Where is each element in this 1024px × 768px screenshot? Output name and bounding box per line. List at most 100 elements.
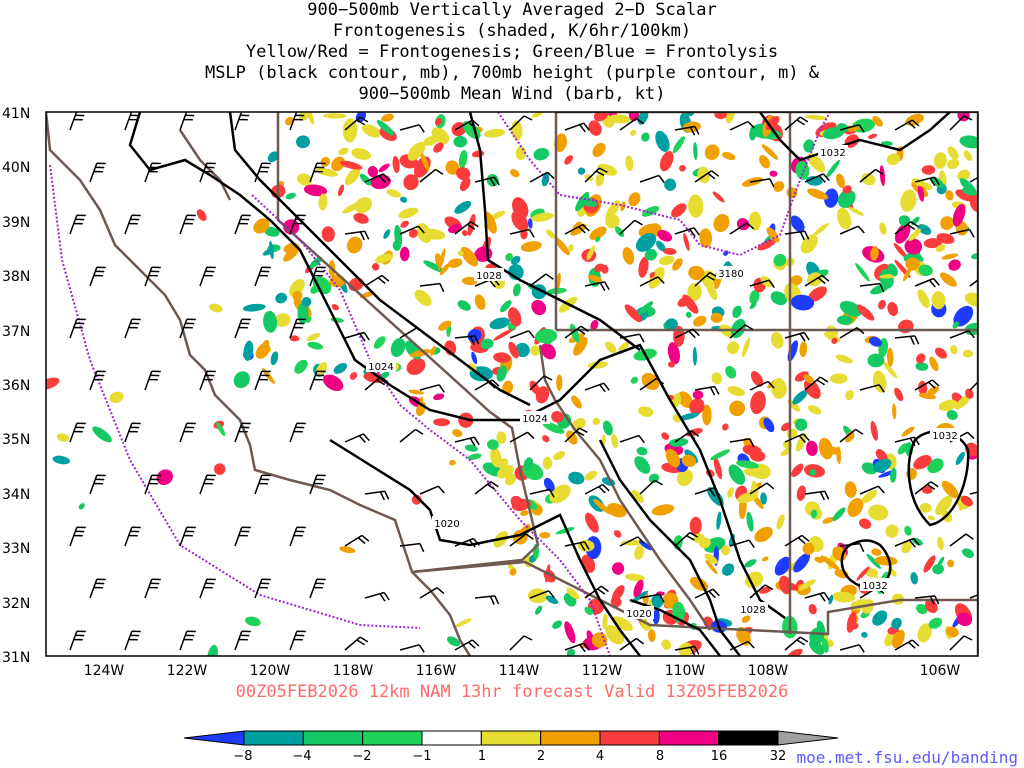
wind-barb: [124, 214, 141, 235]
wind-barb: [474, 379, 500, 391]
wind-barb: [509, 330, 535, 339]
fronto-blob: [508, 341, 519, 359]
fronto-blob: [925, 599, 938, 614]
wind-barb: [454, 335, 480, 345]
fronto-blob: [602, 420, 613, 436]
fronto-blob: [683, 232, 690, 251]
fronto-blob: [818, 437, 834, 460]
fronto-blob: [409, 349, 431, 358]
fronto-blob: [950, 345, 958, 355]
wind-barb: [344, 116, 369, 131]
fronto-blob: [714, 112, 727, 120]
fronto-blob: [569, 323, 580, 343]
fronto-blob: [484, 211, 497, 234]
fronto-blob: [923, 238, 942, 249]
fronto-blob: [571, 395, 582, 409]
fronto-blob: [638, 223, 662, 238]
fronto-blob: [511, 498, 532, 511]
fronto-blob: [821, 638, 829, 653]
fronto-blob: [933, 152, 947, 169]
wind-barb: [309, 266, 326, 287]
fronto-blob: [661, 639, 672, 650]
fronto-blob: [651, 504, 675, 516]
fronto-blob: [965, 388, 974, 399]
fronto-blob: [908, 228, 921, 241]
wind-barb: [69, 422, 86, 443]
fronto-blob: [892, 403, 897, 420]
fronto-blob: [808, 286, 827, 302]
lon-label: 114W: [499, 663, 540, 679]
colorbar-cell: [480, 730, 542, 746]
wind-barb: [729, 539, 755, 549]
fronto-blob: [886, 347, 894, 367]
fronto-blob: [828, 594, 834, 605]
fronto-blob: [630, 376, 639, 384]
wind-barb: [234, 214, 251, 235]
fronto-blob: [736, 460, 759, 469]
fronto-blob: [531, 112, 544, 118]
fronto-blob: [638, 540, 653, 551]
wind-barb: [289, 422, 306, 443]
fronto-blob: [870, 246, 879, 261]
fronto-blob: [652, 609, 660, 625]
fronto-blob: [92, 426, 112, 443]
fronto-blob: [953, 305, 974, 327]
lat-label: 32N: [2, 596, 30, 612]
mslp-label: 1032: [820, 148, 845, 159]
lon-label: 118W: [333, 663, 374, 679]
fronto-blob: [420, 153, 430, 171]
fronto-blob: [913, 454, 932, 470]
fronto-blob: [531, 299, 547, 316]
fronto-blob: [434, 117, 442, 126]
fronto-blob: [630, 129, 637, 136]
lat-label: 37N: [2, 324, 30, 340]
fronto-blob: [622, 247, 635, 265]
wind-barb: [289, 526, 306, 547]
fronto-blob: [664, 178, 677, 191]
fronto-blob: [955, 189, 975, 202]
credit-link[interactable]: moe.met.fsu.edu/banding: [796, 748, 1018, 767]
wind-barb: [289, 630, 306, 651]
lon-label: 122W: [167, 663, 208, 679]
fronto-blob: [445, 160, 460, 175]
wind-barb: [564, 541, 590, 551]
fronto-blob: [625, 155, 634, 172]
fronto-blob: [243, 340, 254, 361]
fronto-blob: [262, 248, 275, 256]
fronto-blob: [861, 632, 868, 638]
fronto-blob: [750, 371, 764, 387]
fronto-blob: [510, 169, 520, 178]
fronto-blob: [964, 292, 978, 307]
fronto-blob: [861, 462, 877, 475]
fronto-blob: [460, 246, 478, 267]
title-line-5: 900−500mb Mean Wind (barb, kt): [358, 84, 666, 104]
fronto-blob: [398, 207, 419, 219]
fronto-blob: [847, 497, 864, 518]
wind-barb: [619, 117, 645, 131]
wind-barb: [364, 376, 389, 391]
fronto-blob: [812, 223, 829, 236]
fronto-blob: [467, 453, 482, 460]
fronto-blob: [631, 489, 644, 503]
fronto-blob: [552, 620, 563, 629]
fronto-blob: [362, 124, 381, 138]
colorbar-cell: [243, 730, 304, 746]
wind-barb: [419, 384, 445, 393]
fronto-blob: [408, 229, 418, 238]
wind-barb: [234, 112, 251, 131]
fronto-blob: [677, 391, 693, 408]
colorbar-label: −4: [292, 749, 311, 764]
fronto-blob: [910, 572, 918, 585]
fronto-blob: [871, 548, 882, 556]
wind-barb: [419, 485, 445, 495]
wind-barb: [949, 533, 974, 547]
wind-barb: [619, 637, 645, 651]
fronto-blob: [855, 262, 870, 282]
wind-barb: [179, 112, 196, 131]
fronto-blob: [886, 153, 901, 166]
fronto-blob: [493, 328, 514, 341]
fronto-blob: [608, 114, 631, 124]
fronto-blob: [566, 587, 580, 600]
fronto-blob: [648, 473, 660, 483]
